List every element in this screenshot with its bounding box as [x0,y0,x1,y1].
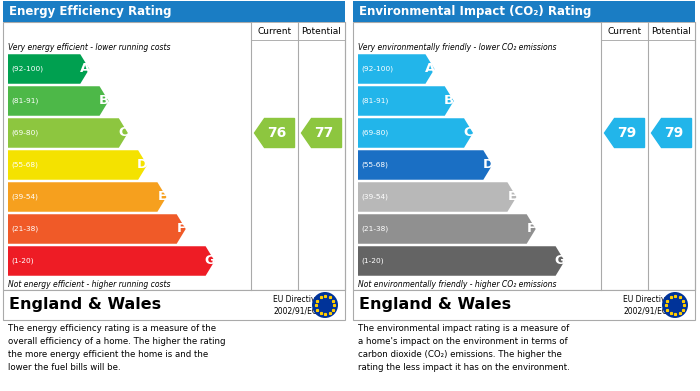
Polygon shape [302,118,342,147]
Polygon shape [8,214,186,244]
Text: (55-68): (55-68) [11,162,38,168]
Text: England & Wales: England & Wales [9,298,161,312]
Text: (69-80): (69-80) [361,130,388,136]
Text: (1-20): (1-20) [361,258,384,264]
Text: G: G [204,255,216,267]
Text: (39-54): (39-54) [11,194,38,200]
Bar [3,290,345,320]
Text: 76: 76 [267,126,286,140]
Polygon shape [358,246,565,276]
Text: B: B [444,95,454,108]
Text: 79: 79 [617,126,636,140]
Polygon shape [358,118,473,148]
Text: A: A [425,63,435,75]
Text: The environmental impact rating is a measure of
a home's impact on the environme: The environmental impact rating is a mea… [358,324,570,371]
Text: (55-68): (55-68) [361,162,388,168]
Polygon shape [358,182,517,212]
Polygon shape [358,214,536,244]
Text: Current: Current [608,27,642,36]
Text: Energy Efficiency Rating: Energy Efficiency Rating [9,5,171,18]
Text: G: G [554,255,566,267]
Text: A: A [80,63,90,75]
Text: (81-91): (81-91) [361,98,388,104]
Text: (92-100): (92-100) [361,66,393,72]
Bar [353,22,695,290]
Text: (92-100): (92-100) [11,66,43,72]
Text: 77: 77 [314,126,334,140]
Bar [353,1,695,22]
Text: (81-91): (81-91) [11,98,38,104]
Polygon shape [652,118,692,147]
Text: The energy efficiency rating is a measure of the
overall efficiency of a home. T: The energy efficiency rating is a measur… [8,324,225,371]
Text: EU Directive
2002/91/EC: EU Directive 2002/91/EC [623,294,670,316]
Bar [3,22,345,290]
Text: B: B [99,95,109,108]
Text: (21-38): (21-38) [11,226,38,232]
Text: EU Directive
2002/91/EC: EU Directive 2002/91/EC [273,294,320,316]
Text: Potential: Potential [302,27,342,36]
Text: E: E [508,190,517,203]
Polygon shape [358,150,492,180]
Polygon shape [358,54,435,84]
Bar [3,1,345,22]
Polygon shape [8,182,167,212]
Text: Not environmentally friendly - higher CO₂ emissions: Not environmentally friendly - higher CO… [358,280,556,289]
Text: F: F [176,222,186,235]
Text: Very energy efficient - lower running costs: Very energy efficient - lower running co… [8,43,171,52]
Polygon shape [358,86,454,116]
Bar [298,22,345,40]
Text: E: E [158,190,167,203]
Bar [251,22,298,40]
Text: Environmental Impact (CO₂) Rating: Environmental Impact (CO₂) Rating [359,5,592,18]
Polygon shape [8,86,108,116]
Polygon shape [8,246,215,276]
Polygon shape [605,118,645,147]
Text: Not energy efficient - higher running costs: Not energy efficient - higher running co… [8,280,171,289]
Circle shape [662,292,688,318]
Text: C: C [118,127,128,140]
Text: Very environmentally friendly - lower CO₂ emissions: Very environmentally friendly - lower CO… [358,43,556,52]
Text: Potential: Potential [652,27,692,36]
Text: D: D [137,158,148,172]
Text: 79: 79 [664,126,684,140]
Bar [648,22,695,40]
Bar [601,22,648,40]
Polygon shape [255,118,295,147]
Text: Current: Current [258,27,292,36]
Text: (21-38): (21-38) [361,226,388,232]
Polygon shape [8,150,147,180]
Text: (1-20): (1-20) [11,258,34,264]
Polygon shape [8,54,90,84]
Text: (69-80): (69-80) [11,130,38,136]
Text: C: C [463,127,473,140]
Polygon shape [8,118,128,148]
Circle shape [312,292,338,318]
Text: (39-54): (39-54) [361,194,388,200]
Text: F: F [526,222,536,235]
Text: D: D [482,158,493,172]
Bar [353,290,695,320]
Text: England & Wales: England & Wales [359,298,511,312]
